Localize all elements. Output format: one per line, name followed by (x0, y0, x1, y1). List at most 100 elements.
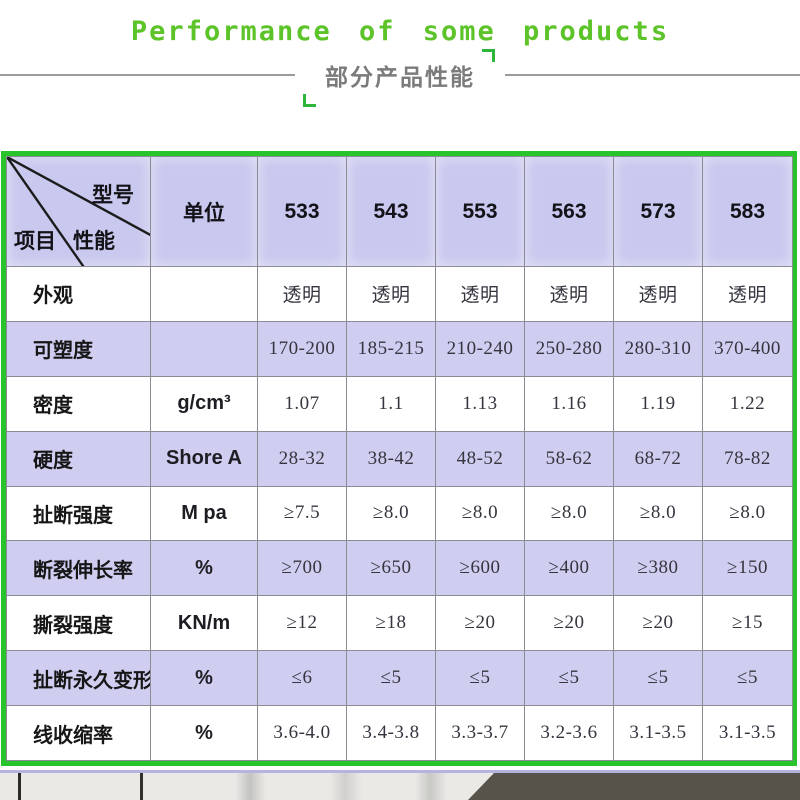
subtitle-bracket-frame: 部分产品性能 (303, 49, 495, 107)
model-column-header-583: 583 (702, 156, 793, 267)
value-cell: ≥380 (613, 540, 703, 597)
value-cell: 透明 (702, 266, 793, 322)
subtitle-right-divider (505, 74, 800, 76)
value-cell: 28-32 (257, 430, 347, 487)
table-row-permanent-set: 扯断永久变形 % ≤6 ≤5 ≤5 ≤5 ≤5 ≤5 (6, 650, 793, 706)
value-cell: ≥8.0 (613, 485, 703, 542)
table-row-appearance: 外观 透明 透明 透明 透明 透明 透明 (6, 266, 793, 322)
value-cell: 1.13 (435, 375, 525, 432)
value-cell: ≥20 (524, 595, 614, 652)
value-cell: 170-200 (257, 320, 347, 377)
value-cell: ≥20 (613, 595, 703, 652)
unit-cell: KN/m (150, 595, 258, 652)
unit-cell: M pa (150, 485, 258, 542)
unit-cell: % (150, 650, 258, 706)
product-spec-table: 型号 性能 项目 单位 533 543 553 563 573 583 外观 透… (6, 156, 793, 761)
value-cell: ≥15 (702, 595, 793, 652)
value-cell: ≤5 (435, 650, 525, 706)
value-cell: 透明 (346, 266, 436, 322)
unit-cell: % (150, 705, 258, 761)
value-cell: ≤6 (257, 650, 347, 706)
value-cell: ≥600 (435, 540, 525, 597)
value-cell: 1.19 (613, 375, 703, 432)
value-cell: ≥20 (435, 595, 525, 652)
row-label: 线收缩率 (6, 705, 151, 761)
model-column-header-573: 573 (613, 156, 703, 267)
table-header-row: 型号 性能 项目 单位 533 543 553 563 573 583 (6, 156, 793, 267)
value-cell: 185-215 (346, 320, 436, 377)
value-cell: 1.07 (257, 375, 347, 432)
value-cell: 370-400 (702, 320, 793, 377)
value-cell: ≤5 (346, 650, 436, 706)
unit-cell (150, 266, 258, 322)
value-cell: ≥150 (702, 540, 793, 597)
value-cell: 280-310 (613, 320, 703, 377)
value-cell: ≤5 (524, 650, 614, 706)
value-cell: 78-82 (702, 430, 793, 487)
model-column-header-553: 553 (435, 156, 525, 267)
value-cell: 透明 (435, 266, 525, 322)
page-title: Performance of some products (130, 16, 670, 47)
value-cell: ≥8.0 (524, 485, 614, 542)
diagonal-divider-icon (7, 157, 150, 266)
value-cell: ≥7.5 (257, 485, 347, 542)
value-cell: 1.22 (702, 375, 793, 432)
page-subtitle: 部分产品性能 (325, 64, 475, 90)
value-cell: ≥12 (257, 595, 347, 652)
row-label: 扯断永久变形 (6, 650, 151, 706)
model-column-header-563: 563 (524, 156, 614, 267)
value-cell: 3.6-4.0 (257, 705, 347, 761)
row-label: 断裂伸长率 (6, 540, 151, 597)
table-row-plasticity: 可塑度 170-200 185-215 210-240 250-280 280-… (6, 320, 793, 377)
value-cell: ≥8.0 (346, 485, 436, 542)
row-label: 硬度 (6, 430, 151, 487)
value-cell: ≤5 (702, 650, 793, 706)
table-row-linear-shrinkage: 线收缩率 % 3.6-4.0 3.4-3.8 3.3-3.7 3.2-3.6 3… (6, 705, 793, 761)
model-column-header-533: 533 (257, 156, 347, 267)
corner-bracket-top-right-icon (482, 49, 495, 62)
corner-label-model: 型号 (92, 184, 134, 207)
value-cell: ≥400 (524, 540, 614, 597)
corner-header-cell: 型号 性能 项目 (6, 156, 151, 267)
value-cell: 1.16 (524, 375, 614, 432)
value-cell: 38-42 (346, 430, 436, 487)
product-photo (0, 770, 800, 800)
row-label: 扯断强度 (6, 485, 151, 542)
value-cell: ≥18 (346, 595, 436, 652)
table-row-tensile-strength: 扯断强度 M pa ≥7.5 ≥8.0 ≥8.0 ≥8.0 ≥8.0 ≥8.0 (6, 485, 793, 542)
value-cell: 3.1-3.5 (702, 705, 793, 761)
unit-cell: % (150, 540, 258, 597)
value-cell: 68-72 (613, 430, 703, 487)
row-label: 可塑度 (6, 320, 151, 377)
unit-cell: Shore A (150, 430, 258, 487)
corner-bracket-bottom-left-icon (303, 94, 316, 107)
value-cell: ≥700 (257, 540, 347, 597)
unit-column-header: 单位 (150, 156, 258, 267)
value-cell: 1.1 (346, 375, 436, 432)
value-cell: ≥650 (346, 540, 436, 597)
unit-cell (150, 320, 258, 377)
value-cell: 58-62 (524, 430, 614, 487)
corner-label-performance: 性能 (73, 230, 115, 253)
subtitle-left-divider (0, 74, 295, 76)
performance-table: 型号 性能 项目 单位 533 543 553 563 573 583 外观 透… (1, 151, 797, 766)
table-row-tear-strength: 撕裂强度 KN/m ≥12 ≥18 ≥20 ≥20 ≥20 ≥15 (6, 595, 793, 652)
value-cell: 48-52 (435, 430, 525, 487)
value-cell: ≤5 (613, 650, 703, 706)
row-label: 撕裂强度 (6, 595, 151, 652)
table-row-elongation: 断裂伸长率 % ≥700 ≥650 ≥600 ≥400 ≥380 ≥150 (6, 540, 793, 597)
value-cell: 透明 (613, 266, 703, 322)
value-cell: ≥8.0 (435, 485, 525, 542)
subtitle-row: 部分产品性能 (0, 49, 800, 107)
value-cell: 透明 (257, 266, 347, 322)
value-cell: 3.3-3.7 (435, 705, 525, 761)
value-cell: 210-240 (435, 320, 525, 377)
value-cell: 3.1-3.5 (613, 705, 703, 761)
model-column-header-543: 543 (346, 156, 436, 267)
value-cell: 3.2-3.6 (524, 705, 614, 761)
value-cell: 3.4-3.8 (346, 705, 436, 761)
table-row-hardness: 硬度 Shore A 28-32 38-42 48-52 58-62 68-72… (6, 430, 793, 487)
corner-label-item: 项目 (14, 230, 56, 253)
value-cell: 透明 (524, 266, 614, 322)
unit-cell: g/cm³ (150, 375, 258, 432)
